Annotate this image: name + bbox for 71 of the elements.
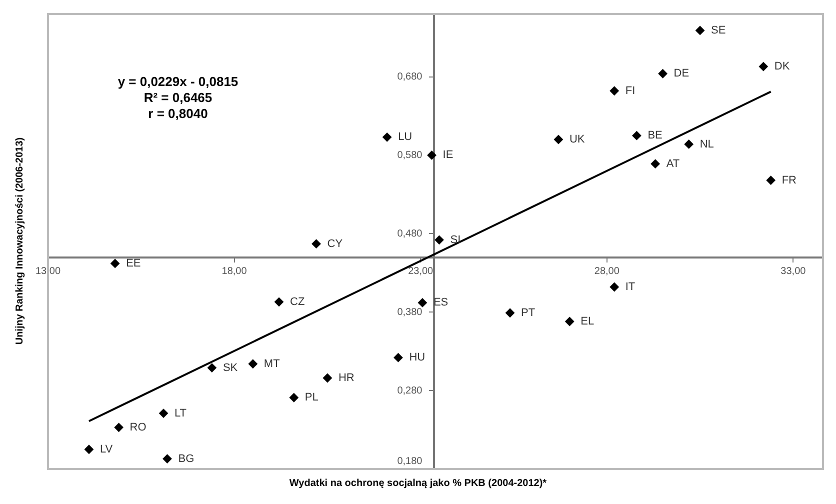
point bbox=[382, 132, 392, 142]
point bbox=[114, 422, 124, 432]
point bbox=[766, 176, 776, 185]
annotation: SE bbox=[711, 24, 726, 37]
annotation: EL bbox=[580, 316, 594, 328]
point bbox=[434, 235, 444, 244]
annotation: NL bbox=[700, 138, 714, 150]
annotation: EE bbox=[126, 257, 141, 270]
annotation: FR bbox=[782, 174, 797, 186]
annotation: LV bbox=[100, 443, 114, 456]
annotation: CZ bbox=[290, 296, 305, 308]
x-tick-label: 13,00 bbox=[35, 266, 61, 278]
x-tick-label: 23,00 bbox=[408, 266, 434, 278]
point bbox=[610, 86, 619, 96]
point bbox=[632, 131, 642, 140]
point bbox=[610, 282, 619, 292]
point bbox=[274, 297, 284, 306]
annotation: MT bbox=[264, 358, 280, 370]
point bbox=[312, 239, 321, 248]
point bbox=[110, 258, 120, 268]
annotation: SI bbox=[450, 234, 461, 246]
annotation: FI bbox=[625, 84, 636, 97]
annotation: RO bbox=[130, 421, 147, 434]
point bbox=[159, 408, 168, 418]
annotation: BE bbox=[648, 130, 662, 142]
point bbox=[565, 317, 574, 326]
y-tick-label: 0,680 bbox=[397, 72, 423, 83]
y-tick-label: 0,280 bbox=[397, 385, 423, 396]
annotation: SK bbox=[222, 362, 238, 374]
point bbox=[758, 62, 768, 72]
annotation: UK bbox=[569, 134, 586, 146]
point bbox=[418, 298, 427, 308]
point bbox=[427, 150, 436, 160]
y-tick-label: 0,480 bbox=[397, 228, 423, 240]
point bbox=[248, 359, 258, 368]
annotation: PL bbox=[304, 392, 318, 404]
point bbox=[84, 444, 94, 454]
point bbox=[162, 454, 172, 464]
x-axis-title: Wydatki na ochronę socjalną jako % PKB (2004-2012)* bbox=[288, 478, 548, 489]
y-tick-label: 0,180 bbox=[397, 456, 423, 467]
annotation: HU bbox=[409, 352, 426, 364]
point bbox=[650, 159, 660, 168]
annotation: AT bbox=[666, 158, 680, 170]
annotation: DE bbox=[674, 68, 690, 80]
point bbox=[289, 393, 298, 402]
point bbox=[554, 135, 563, 144]
point bbox=[696, 26, 705, 35]
point bbox=[684, 140, 694, 149]
x-tick-label: 18,00 bbox=[222, 266, 248, 278]
y-tick-label: 0,580 bbox=[397, 150, 423, 161]
annotation: PT bbox=[521, 306, 536, 319]
point bbox=[506, 308, 515, 318]
annotation: LU bbox=[398, 131, 412, 144]
annotation: HR bbox=[338, 372, 354, 384]
annotation: r = 0,8040 bbox=[147, 106, 209, 122]
annotation: BG bbox=[178, 452, 194, 465]
annotation: IT bbox=[625, 281, 636, 294]
point bbox=[322, 374, 332, 382]
annotation: CY bbox=[327, 238, 344, 250]
annotation: R² = 0,6465 bbox=[142, 90, 214, 106]
annotation: IE bbox=[442, 149, 454, 162]
x-tick-label: 33,00 bbox=[780, 266, 806, 278]
point bbox=[207, 363, 216, 372]
x-tick-label: 28,00 bbox=[594, 266, 620, 278]
y-axis-title: Unijny Ranking Innowacyjności (2006-2013) bbox=[14, 137, 26, 345]
point bbox=[658, 69, 668, 78]
point bbox=[394, 353, 403, 362]
y-tick-label: 0,380 bbox=[397, 306, 423, 318]
annotation: y = 0,0229x - 0,0815 bbox=[116, 74, 240, 90]
annotation: DK bbox=[774, 60, 790, 73]
annotation: LT bbox=[174, 407, 187, 420]
